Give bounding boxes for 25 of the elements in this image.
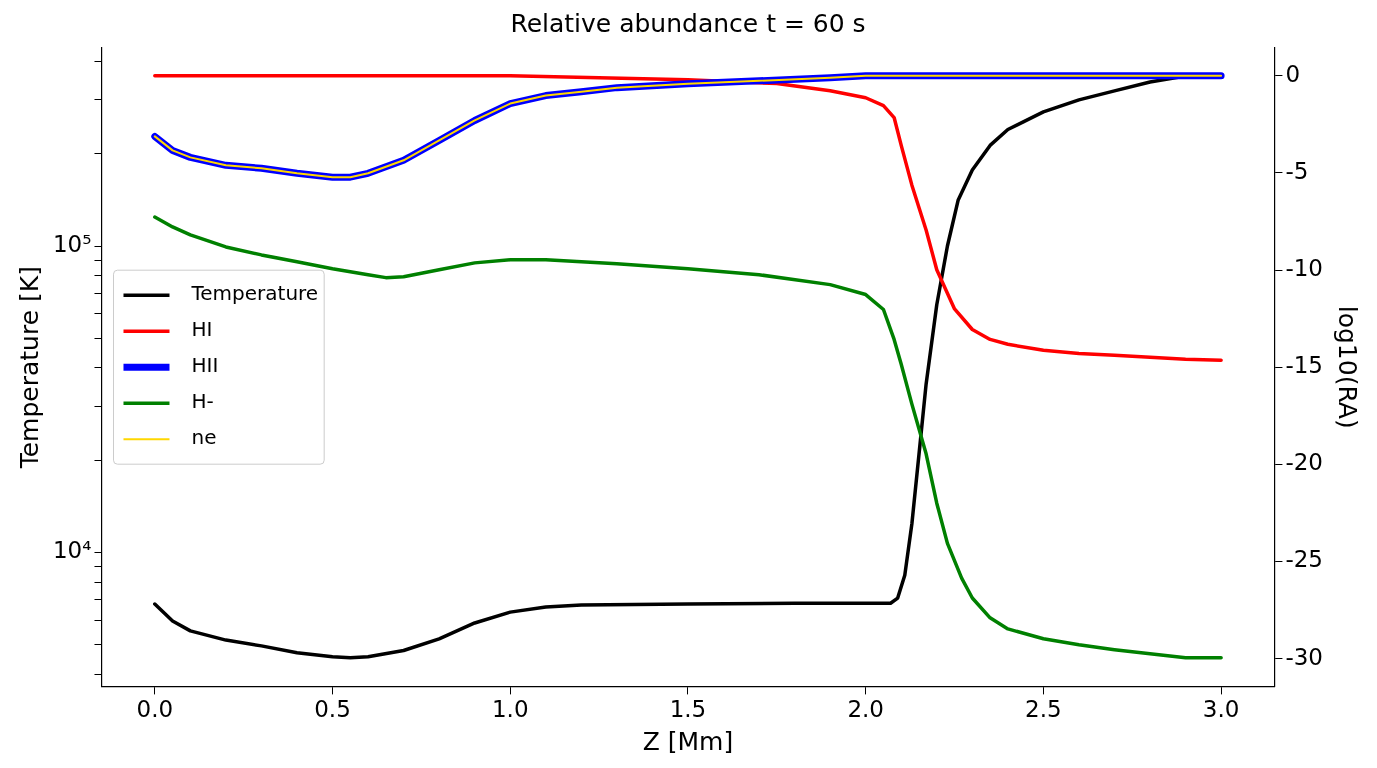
y2-tick-label: -20 xyxy=(1285,449,1324,476)
y2-axis-title: log10(RA) xyxy=(1332,305,1362,429)
legend-label: HII xyxy=(191,353,219,378)
legend-label: H- xyxy=(191,389,214,414)
legend-label: HI xyxy=(191,317,213,342)
x-tick-label: 1.5 xyxy=(669,696,707,723)
y-tick-label: 10⁴ xyxy=(52,537,92,564)
legend-label: Temperature xyxy=(190,281,319,306)
chart-title: Relative abundance t = 60 s xyxy=(510,8,866,38)
x-axis-title: Z [Mm] xyxy=(642,726,734,756)
y2-tick-label: -30 xyxy=(1285,643,1324,670)
legend-label: ne xyxy=(191,425,217,450)
y-axis-title: Temperature [K] xyxy=(14,266,44,470)
x-tick-label: 0.5 xyxy=(314,696,351,723)
x-tick-label: 2.5 xyxy=(1025,696,1062,723)
x-tick-label: 0.0 xyxy=(136,696,174,723)
x-tick-label: 3.0 xyxy=(1202,696,1240,723)
x-tick-label: 2.0 xyxy=(847,696,884,723)
y-tick-label: 10⁵ xyxy=(52,230,92,257)
y2-tick-label: -15 xyxy=(1285,352,1324,379)
y2-tick-label: 0 xyxy=(1285,60,1301,87)
y2-tick-label: -25 xyxy=(1285,546,1324,573)
x-tick-label: 1.0 xyxy=(491,696,529,723)
y2-tick-label: -5 xyxy=(1285,157,1309,184)
y2-tick-label: -10 xyxy=(1285,255,1324,282)
